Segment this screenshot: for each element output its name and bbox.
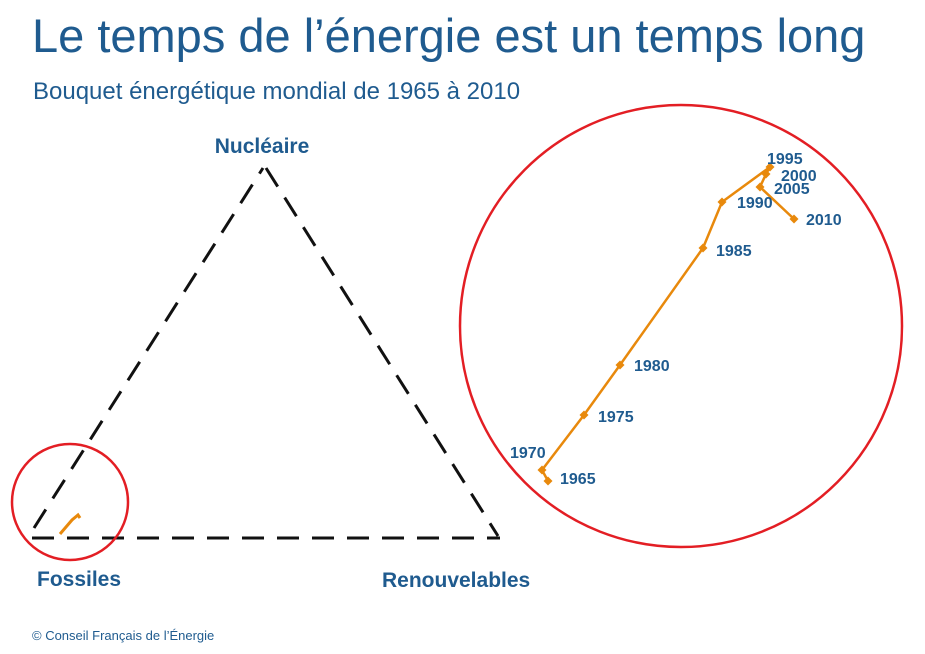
vertex-label-left: Fossiles bbox=[37, 568, 121, 591]
data-point-2000 bbox=[761, 169, 771, 179]
data-point-1995 bbox=[765, 162, 775, 172]
series-line-small bbox=[58, 512, 82, 535]
year-label-2005: 2005 bbox=[774, 181, 810, 198]
series-line-zoom bbox=[540, 165, 795, 482]
year-label-1975: 1975 bbox=[598, 409, 634, 426]
page-title: Le temps de l’énergie est un temps long bbox=[32, 9, 866, 62]
data-point-2005 bbox=[755, 182, 765, 192]
year-label-1965: 1965 bbox=[560, 471, 596, 488]
triangle-edge-left bbox=[32, 167, 265, 529]
zoom-circle bbox=[458, 103, 904, 549]
year-label-2010: 2010 bbox=[806, 212, 842, 229]
ternary-triangle bbox=[32, 167, 500, 540]
year-label-1985: 1985 bbox=[716, 243, 752, 260]
data-point-2010 bbox=[789, 214, 799, 224]
year-label-1980: 1980 bbox=[634, 358, 670, 375]
data-point-1965 bbox=[543, 476, 553, 486]
copyright-footer: © Conseil Français de l’Énergie bbox=[32, 628, 215, 643]
year-label-2000: 2000 bbox=[781, 168, 817, 185]
vertex-label-top: Nucléaire bbox=[215, 135, 310, 158]
year-label-1995: 1995 bbox=[767, 151, 803, 168]
data-point-1980 bbox=[615, 360, 625, 370]
vertex-label-right: Renouvelables bbox=[382, 569, 530, 592]
page-subtitle: Bouquet énergétique mondial de 1965 à 20… bbox=[33, 78, 521, 105]
data-point-1970 bbox=[537, 465, 547, 475]
triangle-edge-right bbox=[264, 167, 500, 537]
data-point-1975 bbox=[579, 410, 589, 420]
year-label-1970: 1970 bbox=[510, 445, 546, 462]
year-label-1990: 1990 bbox=[737, 195, 773, 212]
highlight-circle-small bbox=[10, 442, 130, 562]
data-point-1985 bbox=[698, 243, 708, 253]
data-point-1990 bbox=[717, 197, 727, 207]
